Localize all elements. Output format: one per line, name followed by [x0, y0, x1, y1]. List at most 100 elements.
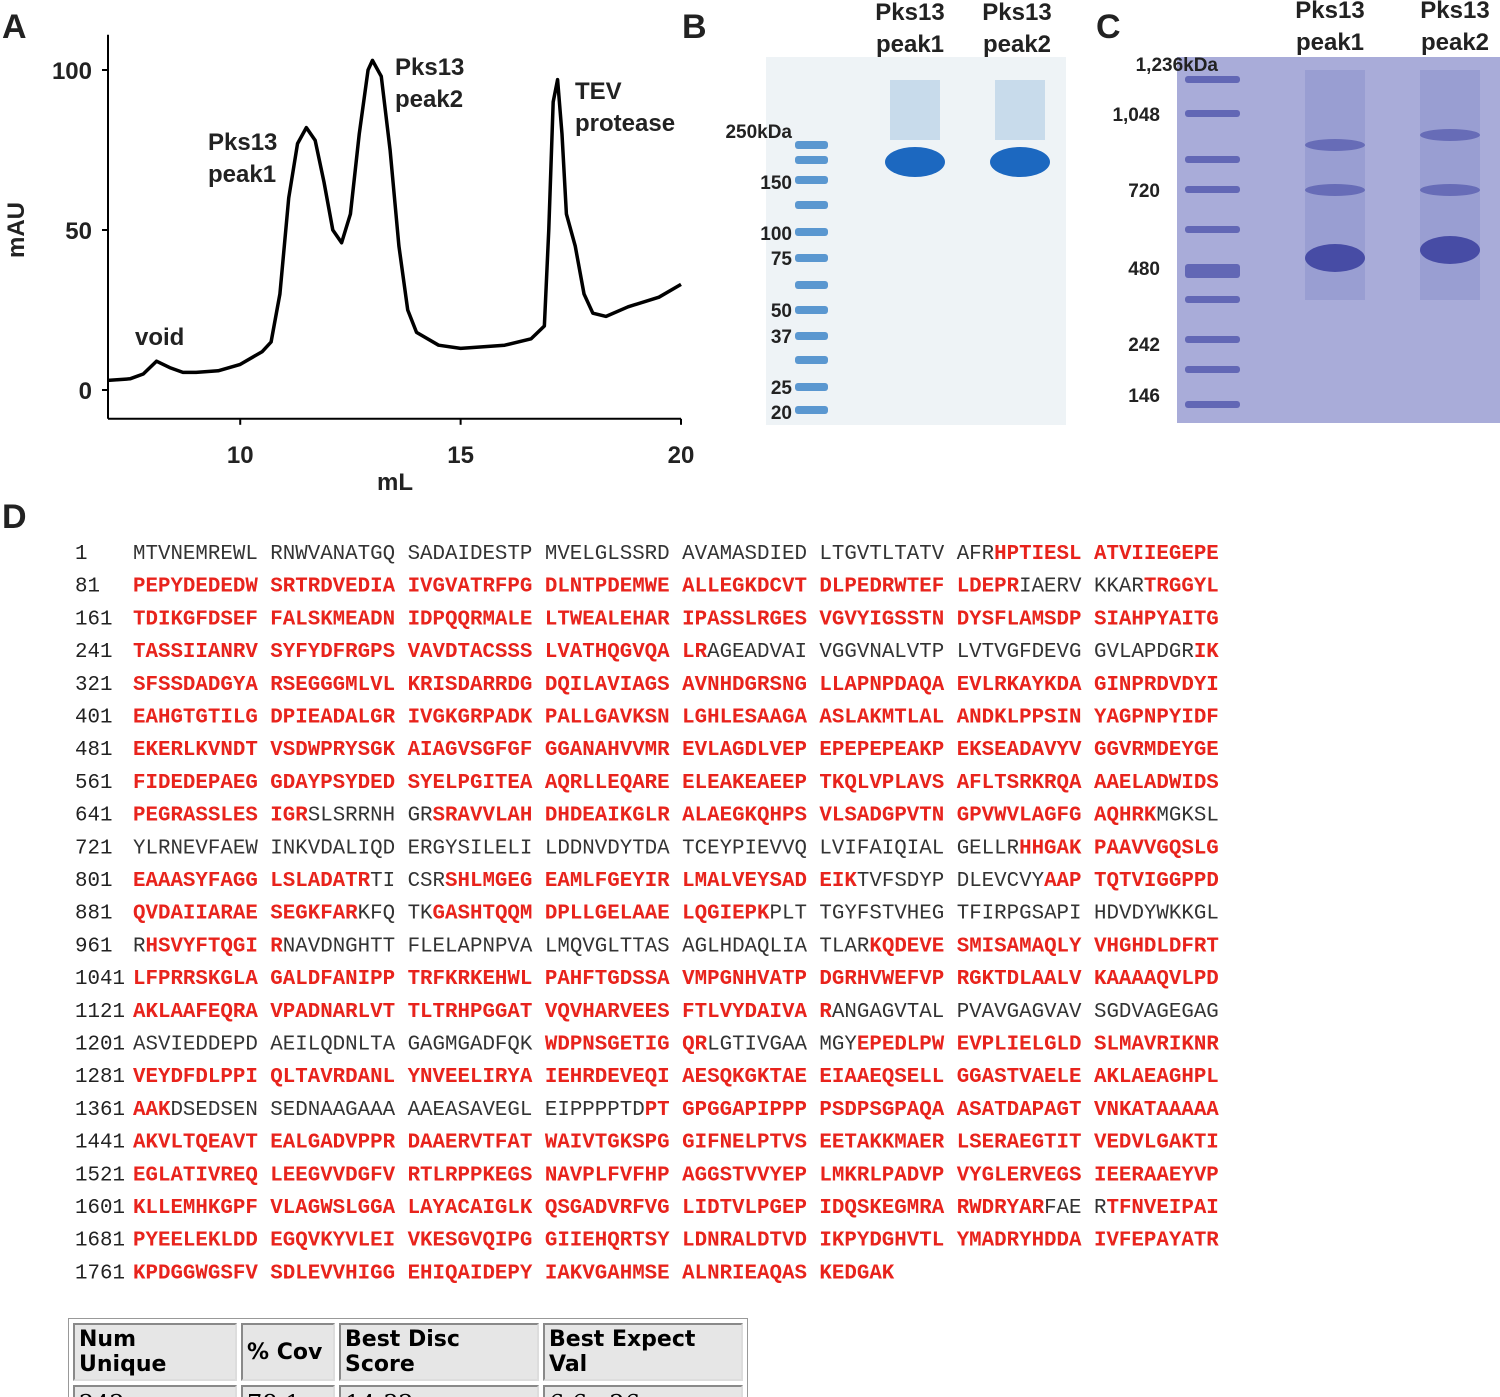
residue-number: 161 [75, 608, 112, 631]
covered-peptide: GASHTQQM DPLLGELAAE LQGIEPK [433, 903, 770, 926]
sequence-line: MTVNEMREWL RNWVANATGQ SADAIDESTP MVELGLS… [133, 543, 1219, 566]
covered-peptide: QVDAIIARAE SEGKFAR [133, 903, 358, 926]
covered-peptide: HPTIESL ATVIIEGEPE [994, 543, 1219, 566]
ladder-band [795, 201, 828, 209]
sample-band [1305, 139, 1365, 151]
uncovered-peptide: NAVDNGHTT FLELAPNPVA LMQVGLTTAS AGLHDAQL… [283, 935, 870, 958]
sequence-line: FIDEDEPAEG GDAYPSYDED SYELPGITEA AQRLLEQ… [133, 772, 1219, 795]
x-axis-label: mL [377, 469, 413, 496]
marker-label: 242 [1128, 335, 1160, 356]
residue-number: 1121 [75, 1001, 125, 1024]
sequence-line: TDIKGFDSEF FALSKMEADN IDPQQRMALE LTWEALE… [133, 608, 1219, 631]
ladder-band [1185, 76, 1240, 83]
covered-peptide: EPEDLPW EVPLIELGLD SLMAVRIKNR [857, 1034, 1219, 1057]
y-tick-label: 100 [52, 58, 92, 85]
sequence-line: KLLEMHKGPF VLAGWSLGGA LAYACAIGLK QSGADVR… [133, 1197, 1219, 1220]
y-tick-label: 50 [65, 218, 92, 245]
uncovered-peptide: YLRNEVFAEW INKVDALIQD ERGYSILELI LDDNVDY… [133, 837, 1019, 860]
lane-label: Pks13 [875, 0, 944, 26]
ladder-band [1185, 186, 1240, 193]
residue-number: 401 [75, 707, 112, 730]
marker-label: 1,236kDa [1136, 55, 1219, 76]
lane-label: peak1 [876, 31, 944, 58]
uncovered-peptide: TVFSDYP DLEVCVY [857, 870, 1045, 893]
sample-smear [995, 80, 1045, 140]
covered-peptide: KLLEMHKGPF VLAGWSLGGA LAYACAIGLK QSGADVR… [133, 1197, 1045, 1220]
ladder-band [1185, 296, 1240, 303]
sequence-line: SFSSDADGYA RSEGGGMLVL KRISDARRDG DQILAVI… [133, 674, 1219, 697]
ladder-band [795, 356, 828, 364]
x-tick-label: 10 [227, 442, 254, 469]
covered-peptide: TRGGYL [1144, 576, 1219, 599]
residue-number: 1281 [75, 1066, 125, 1089]
header-cell: Best Expect Val [543, 1323, 743, 1381]
ladder-band [1185, 226, 1240, 233]
residue-number: 81 [75, 576, 100, 599]
residue-number: 1761 [75, 1262, 125, 1285]
table-cell: 242 [73, 1385, 237, 1397]
residue-number: 561 [75, 772, 112, 795]
annotation: peak1 [208, 161, 276, 188]
sequence-line: PEGRASSLES IGRSLSRRNH GRSRAVVLAH DHDEAIK… [133, 805, 1219, 828]
marker-label: 37 [771, 327, 792, 348]
lane-label: Pks13 [982, 0, 1051, 26]
table-row: Num Unique% Cov Best Disc Score Best Expec… [73, 1323, 743, 1381]
covered-peptide: EAHGTGTILG DPIEADALGR IVGKGRPADK PALLGAV… [133, 707, 1219, 730]
covered-peptide: KQDEVE SMISAMAQLY VHGHDLDFRT [869, 935, 1218, 958]
ladder-band [1185, 264, 1240, 278]
residue-number: 1 [75, 543, 87, 566]
covered-peptide: WDPNSGETIG QR [545, 1034, 708, 1057]
residue-number: 1441 [75, 1132, 125, 1155]
panel-label: D [2, 498, 27, 536]
residue-number: 481 [75, 739, 112, 762]
covered-peptide: AAK [133, 1099, 171, 1122]
y-axis-label: mAU [3, 202, 30, 258]
uncovered-peptide: KFQ TK [358, 903, 433, 926]
residue-number: 801 [75, 870, 112, 893]
residue-number: 721 [75, 837, 112, 860]
residue-number: 641 [75, 805, 112, 828]
ladder-band [1185, 156, 1240, 163]
uncovered-peptide: MTVNEMREWL RNWVANATGQ SADAIDESTP MVELGLS… [133, 543, 994, 566]
uncovered-peptide: FAE R [1044, 1197, 1106, 1220]
header-cell: Num Unique [73, 1323, 237, 1381]
sequence-line: EAHGTGTILG DPIEADALGR IVGKGRPADK PALLGAV… [133, 707, 1219, 730]
covered-peptide: TASSIIANRV SYFYDFRGPS VAVDTACSSS LVATHQG… [133, 641, 708, 664]
table-row: 242 78.1 14.32 6.6e-26 [73, 1385, 743, 1397]
residue-number: 1361 [75, 1099, 125, 1122]
residue-number: 1601 [75, 1197, 125, 1220]
uncovered-peptide: LGTIVGAA MGY [707, 1034, 857, 1057]
sample-band [1305, 184, 1365, 196]
sequence-line: PYEELEKLDD EGQVKYVLEI VKESGVQIPG GIIEHQR… [133, 1230, 1219, 1253]
sample-band [1305, 244, 1365, 272]
covered-peptide: EKERLKVNDT VSDWPRYSGK AIAGVSGFGF GGANAHV… [133, 739, 1219, 762]
covered-peptide: AKLAAFEQRA VPADNARLVT TLTRHPGGAT VQVHARV… [133, 1001, 832, 1024]
trace [107, 58, 682, 383]
marker-label: 75 [771, 249, 793, 270]
marker-label: 150 [760, 173, 792, 194]
residue-number: 961 [75, 935, 112, 958]
table-cell: 14.32 [339, 1385, 539, 1397]
uncovered-peptide: MGKSL [1156, 805, 1218, 828]
covered-peptide: HHGAK PAAVVGQSLG [1019, 837, 1219, 860]
sequence-line: EGLATIVREQ LEEGVVDGFV RTLRPPKEGS NAVPLFV… [133, 1164, 1219, 1187]
sample-band [1420, 129, 1480, 141]
covered-peptide: TFNVEIPAI [1106, 1197, 1218, 1220]
sequence-line: LFPRRSKGLA GALDFANIPP TRFKRKEHWL PAHFTGD… [133, 968, 1219, 991]
residue-number: 1681 [75, 1230, 125, 1253]
covered-peptide: SHLMGEG EAMLFGEYIR LMALVEYSAD EIK [445, 870, 857, 893]
ladder-band [1185, 110, 1240, 117]
covered-peptide: PYEELEKLDD EGQVKYVLEI VKESGVQIPG GIIEHQR… [133, 1230, 1219, 1253]
residue-number: 881 [75, 903, 112, 926]
uncovered-peptide: SLSRRNH GR [308, 805, 433, 828]
ladder-band [1185, 401, 1240, 408]
ladder-band [795, 281, 828, 289]
marker-label: 20 [771, 403, 792, 424]
y-tick-label: 0 [79, 378, 92, 405]
sequence-line: EAAASYFAGG LSLADATRTI CSRSHLMGEG EAMLFGE… [133, 870, 1219, 893]
lane-label: peak2 [983, 31, 1051, 58]
sequence-line: QVDAIIARAE SEGKFARKFQ TKGASHTQQM DPLLGEL… [133, 903, 1219, 926]
covered-peptide: EAAASYFAGG LSLADATR [133, 870, 371, 893]
sequence-line: AKVLTQEAVT EALGADVPPR DAAERVTFAT WAIVTGK… [133, 1132, 1219, 1155]
